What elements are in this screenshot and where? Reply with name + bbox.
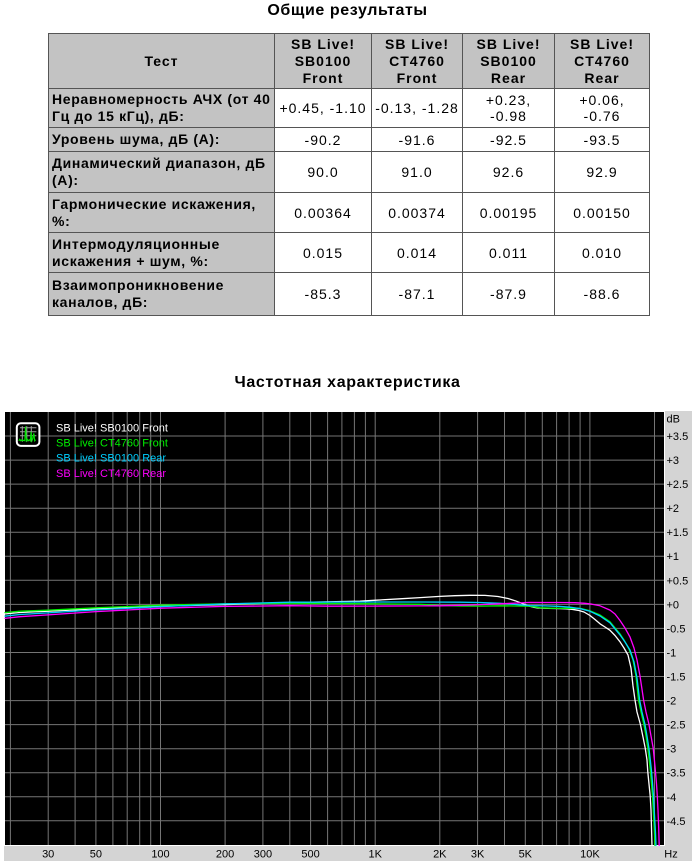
svg-text:200: 200 <box>216 849 234 861</box>
svg-text:+1: +1 <box>667 551 680 563</box>
svg-text:100: 100 <box>151 849 169 861</box>
svg-text:+0: +0 <box>667 599 680 611</box>
svg-text:2K: 2K <box>433 849 447 861</box>
svg-text:dB: dB <box>667 414 680 426</box>
svg-text:10K: 10K <box>580 849 600 861</box>
svg-text:-2: -2 <box>667 696 677 708</box>
svg-text:5K: 5K <box>519 849 533 861</box>
svg-text:500: 500 <box>301 849 319 861</box>
svg-text:1K: 1K <box>368 849 382 861</box>
svg-text:Hz: Hz <box>664 849 677 861</box>
svg-text:-2.5: -2.5 <box>667 720 686 732</box>
svg-text:-0.5: -0.5 <box>667 623 686 635</box>
svg-text:300: 300 <box>254 849 272 861</box>
svg-text:-4: -4 <box>667 792 677 804</box>
svg-text:+0.5: +0.5 <box>667 575 689 587</box>
svg-text:-1.5: -1.5 <box>667 672 686 684</box>
svg-text:-4.5: -4.5 <box>667 816 686 828</box>
svg-text:+2: +2 <box>667 503 680 515</box>
svg-text:+3.5: +3.5 <box>667 431 689 443</box>
svg-text:+2.5: +2.5 <box>667 479 689 491</box>
svg-text:50: 50 <box>90 849 102 861</box>
svg-text:SB Live! CT4760 Front: SB Live! CT4760 Front <box>56 438 168 450</box>
svg-text:30: 30 <box>42 849 54 861</box>
svg-text:SB Live! SB0100 Front: SB Live! SB0100 Front <box>56 423 168 435</box>
svg-text:-1: -1 <box>667 648 677 660</box>
svg-text:3K: 3K <box>471 849 485 861</box>
svg-text:SB Live! SB0100 Rear: SB Live! SB0100 Rear <box>56 453 166 465</box>
svg-text:-3.5: -3.5 <box>667 768 686 780</box>
svg-text:+3: +3 <box>667 455 680 467</box>
svg-text:SB Live! CT4760 Rear: SB Live! CT4760 Rear <box>56 468 166 480</box>
svg-text:+1.5: +1.5 <box>667 527 689 539</box>
svg-text:-3: -3 <box>667 744 677 756</box>
